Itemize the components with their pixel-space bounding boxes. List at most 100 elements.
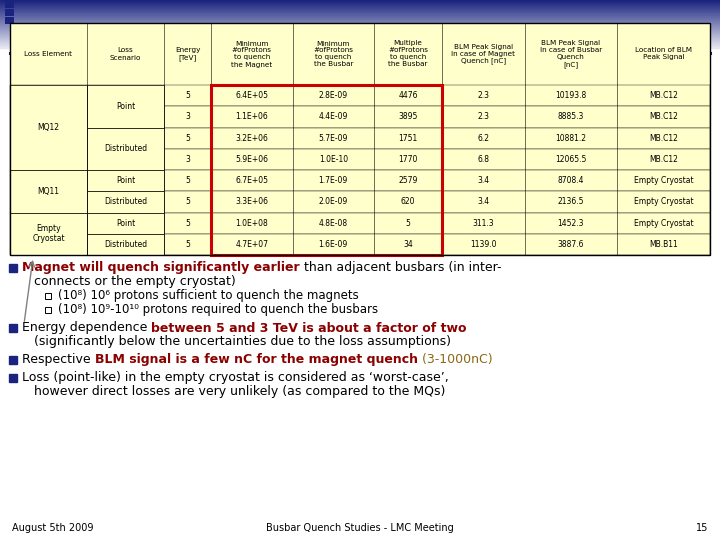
Text: 620: 620	[401, 198, 415, 206]
Bar	[0, 26, 720, 27]
Text: Distributed: Distributed	[104, 144, 147, 153]
Text: 1139.0: 1139.0	[470, 240, 497, 249]
Bar	[0, 21, 720, 22]
Text: 1.1E+06: 1.1E+06	[235, 112, 269, 122]
Text: BLM signal is a few nC for the magnet quench: BLM signal is a few nC for the magnet qu…	[94, 354, 418, 367]
Bar	[0, 45, 720, 46]
Text: 3.4: 3.4	[477, 198, 490, 206]
Text: Empty
Cryostat: Empty Cryostat	[32, 224, 65, 244]
Text: 5: 5	[185, 91, 190, 100]
Text: Point: Point	[116, 219, 135, 228]
Text: 15: 15	[696, 523, 708, 533]
Text: 2.3: 2.3	[477, 91, 490, 100]
Bar	[0, 0, 720, 1]
Text: connects or the empty cryostat): connects or the empty cryostat)	[34, 275, 235, 288]
Bar	[0, 5, 720, 6]
Bar	[0, 9, 720, 10]
Text: 5: 5	[185, 133, 190, 143]
Bar	[0, 40, 720, 41]
Text: 2136.5: 2136.5	[557, 198, 584, 206]
Text: 3: 3	[185, 112, 190, 122]
Bar	[0, 35, 720, 36]
Bar	[0, 30, 720, 31]
Bar	[0, 4, 720, 5]
Bar	[211, 85, 442, 255]
Text: 4476: 4476	[398, 91, 418, 100]
Bar	[0, 19, 720, 20]
Bar	[87, 85, 164, 127]
Bar	[0, 16, 720, 17]
Text: 4.8E-08: 4.8E-08	[319, 219, 348, 228]
Bar	[0, 46, 720, 47]
Text: 10881.2: 10881.2	[555, 133, 586, 143]
Bar	[5, 17, 14, 24]
Text: Point: Point	[116, 102, 135, 111]
Bar	[87, 127, 164, 170]
Bar	[0, 39, 720, 40]
Text: 1770: 1770	[398, 155, 418, 164]
Bar	[0, 7, 720, 8]
Text: 12065.5: 12065.5	[555, 155, 587, 164]
Text: between 5 and 3 TeV is about a factor of two: between 5 and 3 TeV is about a factor of…	[151, 321, 467, 334]
Text: 5.9E+06: 5.9E+06	[235, 155, 269, 164]
Text: Empty Cryostat: Empty Cryostat	[634, 198, 693, 206]
Bar	[0, 43, 720, 44]
Bar	[10, 23, 710, 255]
Bar	[0, 24, 720, 25]
Text: (significantly below the uncertainties due to the loss assumptions): (significantly below the uncertainties d…	[34, 335, 451, 348]
Text: 5: 5	[185, 198, 190, 206]
Text: 2579: 2579	[398, 176, 418, 185]
Text: 4.7E+07: 4.7E+07	[235, 240, 269, 249]
Text: August 5th 2009: August 5th 2009	[12, 523, 94, 533]
Bar	[0, 6, 720, 7]
Text: 10193.8: 10193.8	[555, 91, 587, 100]
Bar	[0, 10, 720, 11]
Text: Loss Element: Loss Element	[24, 51, 73, 57]
Text: MQ12: MQ12	[37, 123, 60, 132]
Text: MB.C12: MB.C12	[649, 91, 678, 100]
Text: 1.6E-09: 1.6E-09	[319, 240, 348, 249]
Text: MB.C12: MB.C12	[649, 133, 678, 143]
Bar	[0, 8, 720, 9]
Text: 3: 3	[185, 155, 190, 164]
Bar	[0, 11, 720, 12]
Text: 2.0E-09: 2.0E-09	[319, 198, 348, 206]
Text: Energy dependence: Energy dependence	[22, 321, 151, 334]
Text: Empty Cryostat: Empty Cryostat	[634, 176, 693, 185]
Bar	[10, 23, 710, 85]
Bar	[87, 170, 164, 191]
Bar	[0, 2, 720, 3]
Text: 6.4E+05: 6.4E+05	[235, 91, 269, 100]
Bar	[0, 12, 720, 13]
Text: Distributed: Distributed	[104, 198, 147, 206]
Text: 8708.4: 8708.4	[557, 176, 584, 185]
Text: MB.C12: MB.C12	[649, 112, 678, 122]
Bar	[0, 25, 720, 26]
Bar	[0, 37, 720, 38]
Text: 5: 5	[405, 219, 410, 228]
Text: 1.7E-09: 1.7E-09	[319, 176, 348, 185]
Bar	[0, 1, 720, 2]
Text: MB.C12: MB.C12	[649, 155, 678, 164]
Text: Minimum
#ofProtons
to quench
the Busbar: Minimum #ofProtons to quench the Busbar	[313, 40, 354, 68]
Bar	[0, 33, 720, 34]
Bar	[0, 34, 720, 35]
Bar	[87, 213, 164, 234]
Bar	[0, 13, 720, 14]
Bar	[10, 234, 710, 255]
Text: 6.7E+05: 6.7E+05	[235, 176, 269, 185]
Bar	[0, 47, 720, 48]
Text: Point: Point	[116, 176, 135, 185]
Bar	[0, 17, 720, 18]
Bar	[0, 32, 720, 33]
Text: than adjacent busbars (in inter-: than adjacent busbars (in inter-	[300, 261, 501, 274]
Text: Loss (point-like) in the empty cryostat is considered as ‘worst-case’,: Loss (point-like) in the empty cryostat …	[22, 372, 449, 384]
Bar	[0, 3, 720, 4]
Bar	[0, 42, 720, 43]
Text: BLM Peak Signal
In case of Busbar
Quench
[nC]: BLM Peak Signal In case of Busbar Quench…	[540, 40, 602, 68]
Bar	[10, 191, 710, 213]
Bar	[5, 1, 14, 8]
Text: 311.3: 311.3	[472, 219, 494, 228]
Text: Quenches: Summary Table: Quenches: Summary Table	[36, 35, 534, 68]
Text: 34: 34	[403, 240, 413, 249]
